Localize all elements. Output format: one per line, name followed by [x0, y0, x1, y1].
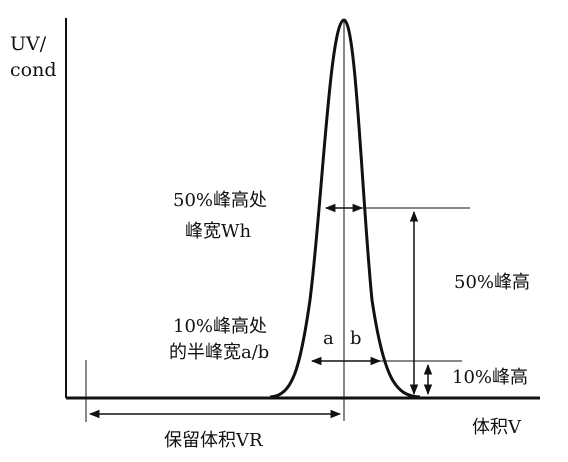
ten-percent-label-line2: 的半峰宽a/b	[169, 342, 269, 363]
right-half-label: b	[350, 328, 362, 349]
fifty-percent-height-label: 50%峰高	[454, 272, 530, 293]
y-axis-label-line2: cond	[10, 59, 56, 81]
ten-percent-label-line1: 10%峰高处	[173, 316, 267, 337]
x-axis-label: 体积V	[472, 417, 522, 438]
y-axis-label-line1: UV/	[10, 33, 47, 55]
half-height-width-label-line2: 峰宽Wh	[185, 221, 252, 242]
left-half-label: a	[323, 328, 334, 349]
half-height-width-label-line1: 50%峰高处	[173, 190, 267, 211]
retention-volume-label: 保留体积VR	[164, 430, 263, 451]
ten-percent-height-label: 10%峰高	[452, 367, 528, 388]
